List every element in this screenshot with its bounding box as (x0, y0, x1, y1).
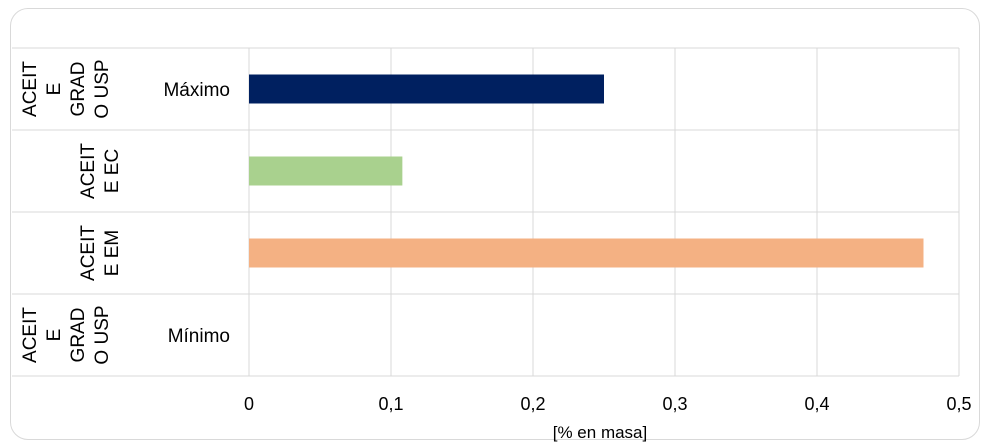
bar (249, 156, 403, 186)
group-label-line: O USP (92, 59, 113, 118)
x-tick-labels: 0 0,1 0,2 0,3 0,4 0,5 (244, 394, 972, 414)
sub-category-label: Mínimo (168, 326, 230, 347)
bar-layer (249, 74, 924, 268)
bar (249, 238, 924, 268)
group-label-line: E (44, 329, 65, 342)
group-label-line: ACEIT (20, 307, 41, 363)
x-axis-title: [% en masa] (553, 423, 648, 442)
group-label-line: E EC (102, 149, 123, 193)
group-label-line: GRAD (68, 308, 89, 363)
x-tick-label: 0,5 (946, 394, 971, 414)
x-tick-label: 0 (244, 394, 254, 414)
group-label-line: ACEIT (78, 225, 99, 281)
group-label-line: GRAD (68, 62, 89, 117)
group-label-line: E (44, 83, 65, 96)
group-label-line: E EM (102, 230, 123, 276)
x-tick-label: 0,1 (378, 394, 403, 414)
grid-layer (12, 47, 960, 377)
bar (249, 74, 604, 104)
group-label-line: ACEIT (78, 143, 99, 199)
x-tick-label: 0,4 (804, 394, 829, 414)
group-label-line: ACEIT (20, 61, 41, 117)
x-tick-label: 0,3 (662, 394, 687, 414)
group-label-line: O USP (92, 305, 113, 364)
x-tick-label: 0,2 (520, 394, 545, 414)
sub-category-label: Máximo (163, 80, 230, 101)
